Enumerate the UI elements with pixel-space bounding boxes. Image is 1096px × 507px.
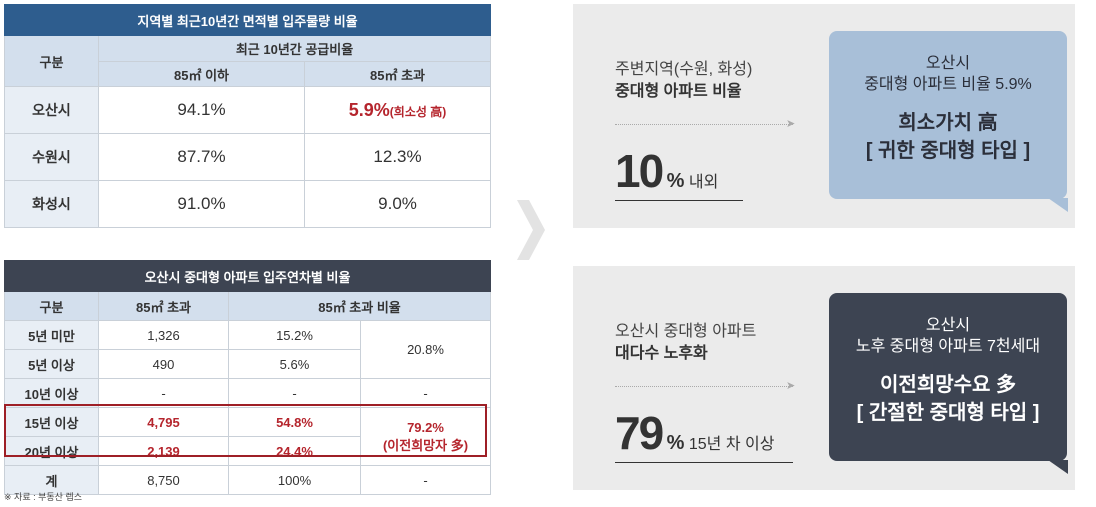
table2-row-label: 20년 이상	[4, 436, 99, 466]
callout-box: 오산시 노후 중대형 아파트 7천세대 이전희망수요 多 [ 간절한 중대형 타…	[829, 293, 1068, 474]
dotted-arrow	[615, 386, 793, 387]
table2-group-highlight: 79.2% (이전희망자 多)	[360, 407, 491, 466]
group-highlight-value: 79.2%	[407, 419, 444, 435]
stat-number: 79	[615, 407, 664, 459]
table2-row-label: 15년 이상	[4, 407, 99, 437]
panel-subtitle: 오산시 중대형 아파트 대다수 노후화	[615, 321, 756, 365]
table2-group-cell: -	[360, 378, 491, 408]
stat-underline	[615, 462, 793, 463]
table1-cell: 9.0%	[303, 180, 492, 228]
table1-cell: 12.3%	[303, 133, 492, 181]
table2-row-label: 5년 이상	[4, 349, 99, 379]
table1-col-category: 구분	[4, 35, 99, 87]
table2-cell-highlight: 54.8%	[228, 407, 361, 437]
arrow-right-icon: ➤	[786, 380, 796, 392]
table1-cell: 94.1%	[98, 86, 305, 134]
table2-cell: 8,750	[98, 465, 229, 495]
table1-row-label: 오산시	[4, 86, 99, 134]
supply-ratio-table: 지역별 최근10년간 면적별 입주물량 비율 구분 최근 10년간 공급비율 8…	[3, 4, 492, 228]
table2-col-category: 구분	[4, 291, 99, 321]
stat-text: 15년 차 이상	[688, 436, 775, 453]
group-highlight-note: (이전희망자 多)	[382, 437, 469, 453]
table2-cell: 490	[98, 349, 229, 379]
stat-unit: %	[666, 432, 685, 454]
table2-cell-highlight: 4,795	[98, 407, 229, 437]
chevron-right-icon	[517, 200, 545, 260]
table2-group-cell: -	[360, 465, 491, 495]
callout-tail	[1048, 198, 1068, 212]
panel-stat: 10 % 내외	[615, 144, 718, 198]
panel-subtitle-line1: 오산시 중대형 아파트	[615, 323, 757, 340]
source-note: ※ 자료 : 부동산 렙스	[4, 492, 83, 502]
table2-cell-highlight: 24.4%	[228, 436, 361, 466]
callout-line2: 중대형 아파트 비율 5.9%	[864, 76, 1032, 93]
stat-number: 10	[615, 145, 664, 197]
age-ratio-table: 오산시 중대형 아파트 입주연차별 비율 구분 85㎡ 초과 85㎡ 초과 비율…	[4, 260, 491, 495]
table2-col-count: 85㎡ 초과	[98, 291, 229, 321]
table2-title: 오산시 중대형 아파트 입주연차별 비율	[4, 260, 491, 292]
table1-cell: 87.7%	[98, 133, 305, 181]
callout-line4: [ 간절한 중대형 타입 ]	[856, 402, 1040, 424]
panel-subtitle-line2: 대다수 노후화	[615, 345, 708, 362]
callout-box: 오산시 중대형 아파트 비율 5.9% 희소가치 高 [ 귀한 중대형 타입 ]	[829, 31, 1068, 212]
info-panel-aging: 오산시 중대형 아파트 대다수 노후화 ➤ 79 % 15년 차 이상 오산시 …	[573, 266, 1075, 490]
panel-subtitle-line2: 중대형 아파트 비율	[615, 83, 742, 100]
table1-col-group: 최근 10년간 공급비율	[97, 35, 492, 62]
table2-row-label: 계	[4, 465, 99, 495]
table2-group-cell: 20.8%	[360, 320, 491, 379]
table2-cell: 15.2%	[228, 320, 361, 350]
callout-line1: 오산시	[925, 317, 971, 334]
panel-stat: 79 % 15년 차 이상	[615, 406, 774, 460]
stat-text: 내외	[688, 174, 719, 191]
callout-line2: 노후 중대형 아파트 7천세대	[855, 338, 1041, 355]
table2-cell: -	[228, 378, 361, 408]
table2-row-label: 10년 이상	[4, 378, 99, 408]
table2-cell-highlight: 2,139	[98, 436, 229, 466]
callout-line4: [ 귀한 중대형 타입 ]	[865, 140, 1031, 162]
table1-row-label: 수원시	[4, 133, 99, 181]
highlight-value: 5.9%	[348, 99, 390, 120]
stat-underline	[615, 200, 743, 201]
info-panel-scarcity: 주변지역(수원, 화성) 중대형 아파트 비율 ➤ 10 % 내외 오산시 중대…	[573, 4, 1075, 228]
table2-cell: 5.6%	[228, 349, 361, 379]
table2-row-label: 5년 미만	[4, 320, 99, 350]
table2-cell: -	[98, 378, 229, 408]
table1-cell-highlight: 5.9%(희소성 高)	[303, 86, 492, 134]
table1-row-label: 화성시	[4, 180, 99, 228]
stat-unit: %	[666, 170, 685, 192]
dotted-arrow	[615, 124, 793, 125]
callout-tail	[1048, 460, 1068, 474]
table1-cell: 91.0%	[98, 180, 305, 228]
table1-col-b: 85㎡ 초과	[303, 61, 492, 87]
panel-subtitle: 주변지역(수원, 화성) 중대형 아파트 비율	[615, 59, 752, 103]
table1-col-a: 85㎡ 이하	[98, 61, 305, 87]
table2-cell: 1,326	[98, 320, 229, 350]
highlight-note: (희소성 高)	[389, 104, 447, 119]
table2-col-ratio: 85㎡ 초과 비율	[228, 291, 491, 321]
table1-title: 지역별 최근10년간 면적별 입주물량 비율	[3, 4, 492, 36]
callout-line3: 희소가치 高	[898, 112, 998, 134]
callout-line3: 이전희망수요 多	[880, 374, 1016, 396]
panel-subtitle-line1: 주변지역(수원, 화성)	[615, 61, 753, 78]
table2-cell: 100%	[228, 465, 361, 495]
arrow-right-icon: ➤	[786, 118, 796, 130]
callout-line1: 오산시	[925, 55, 971, 72]
